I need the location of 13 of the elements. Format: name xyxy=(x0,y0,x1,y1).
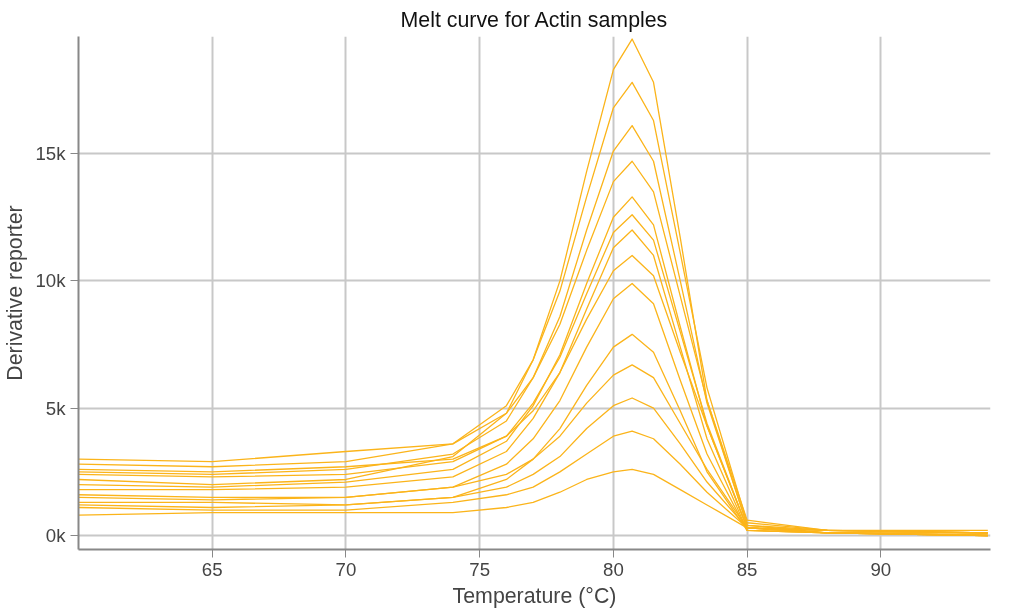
x-tick-label: 85 xyxy=(736,558,758,580)
y-tick-label: 10k xyxy=(35,270,67,292)
x-tick-label: 65 xyxy=(201,558,223,580)
y-tick-label: 5k xyxy=(45,397,67,419)
x-tick-label: 75 xyxy=(469,558,491,580)
x-tick-label: 90 xyxy=(870,558,892,580)
y-tick-label: 0k xyxy=(45,525,67,546)
y-tick-label: 15k xyxy=(35,143,67,165)
y-axis-title: Derivative reporter xyxy=(3,205,28,381)
x-axis-title: Temperature (°C) xyxy=(452,583,617,608)
x-tick-label: 70 xyxy=(335,558,357,580)
x-tick-label: 80 xyxy=(603,558,624,580)
chart-title: Melt curve for Actin samples xyxy=(400,7,668,32)
